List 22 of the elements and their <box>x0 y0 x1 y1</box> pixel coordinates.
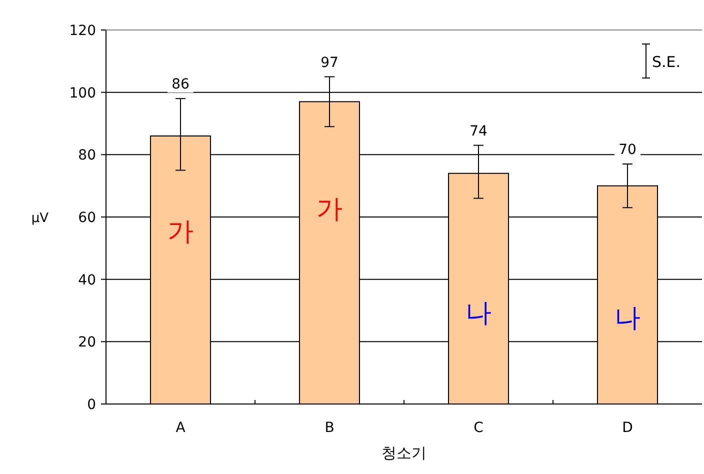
x-tick-label: B <box>324 420 334 436</box>
annotation: 가 <box>316 194 342 224</box>
y-tick-label: 60 <box>78 210 96 226</box>
x-tick-label: C <box>474 420 484 436</box>
y-tick-label: 120 <box>69 23 96 39</box>
data-label: 70 <box>618 142 636 158</box>
y-axis-title: μV <box>31 211 49 226</box>
x-tick-label: D <box>622 420 633 436</box>
y-tick-label: 0 <box>87 397 96 413</box>
x-axis-title: 청소기 <box>382 444 426 462</box>
annotation: 나 <box>466 298 492 329</box>
y-tick-label: 100 <box>69 85 96 102</box>
annotation: S.E. <box>652 53 681 71</box>
data-label: 97 <box>320 54 338 71</box>
annotation: 가 <box>168 216 194 247</box>
data-label: 86 <box>172 76 190 93</box>
data-label: 74 <box>470 123 488 140</box>
y-tick-label: 40 <box>78 272 96 288</box>
y-tick-label: 80 <box>78 148 96 164</box>
annotation: 나 <box>614 304 640 334</box>
y-tick-label: 20 <box>78 334 96 351</box>
x-tick-label: A <box>176 420 186 436</box>
